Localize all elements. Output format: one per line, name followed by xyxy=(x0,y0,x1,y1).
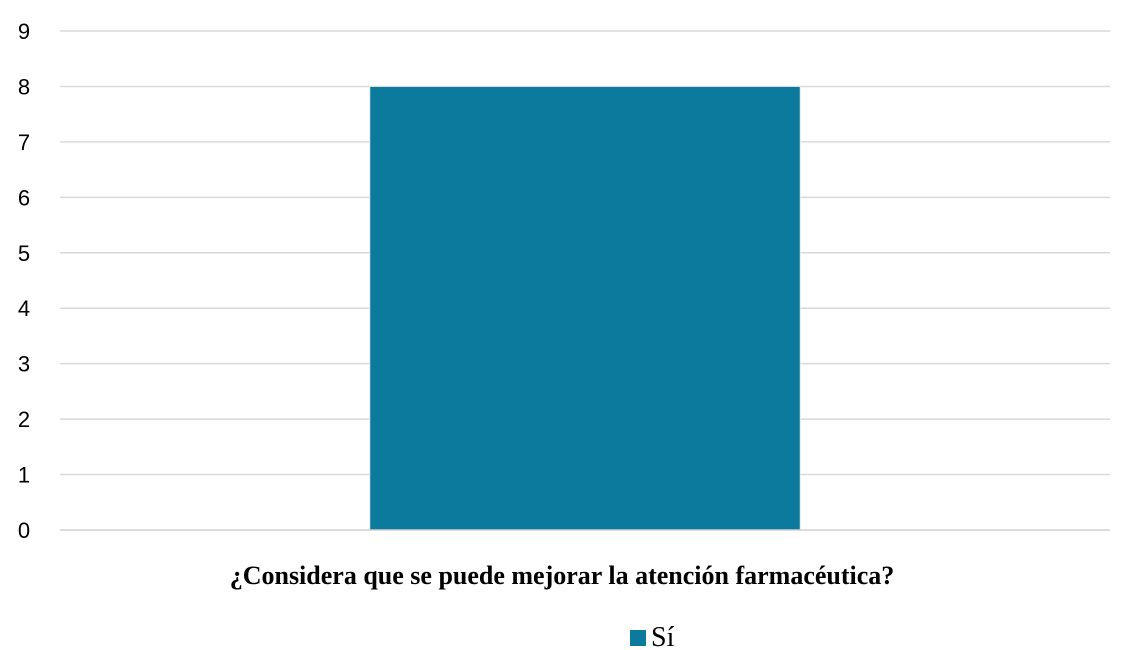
y-tick-label: 2 xyxy=(18,407,30,432)
y-tick-label: 6 xyxy=(18,185,30,210)
legend: Sí xyxy=(630,622,675,650)
y-tick-label: 0 xyxy=(18,518,30,543)
bars xyxy=(369,85,801,531)
x-axis-label: ¿Considera que se puede mejorar la atenc… xyxy=(230,561,895,590)
legend-label-si: Sí xyxy=(651,622,675,650)
bar-si xyxy=(369,85,801,531)
y-tick-label: 1 xyxy=(18,463,30,488)
y-tick-label: 5 xyxy=(18,241,30,266)
y-tick-label: 4 xyxy=(18,296,30,321)
y-tick-label: 7 xyxy=(18,130,30,155)
y-axis-ticks: 0 1 2 3 4 5 6 7 8 9 xyxy=(18,19,30,543)
y-tick-label: 3 xyxy=(18,352,30,377)
y-tick-label: 9 xyxy=(18,19,30,44)
y-tick-label: 8 xyxy=(18,74,30,99)
legend-swatch-si xyxy=(630,630,646,646)
